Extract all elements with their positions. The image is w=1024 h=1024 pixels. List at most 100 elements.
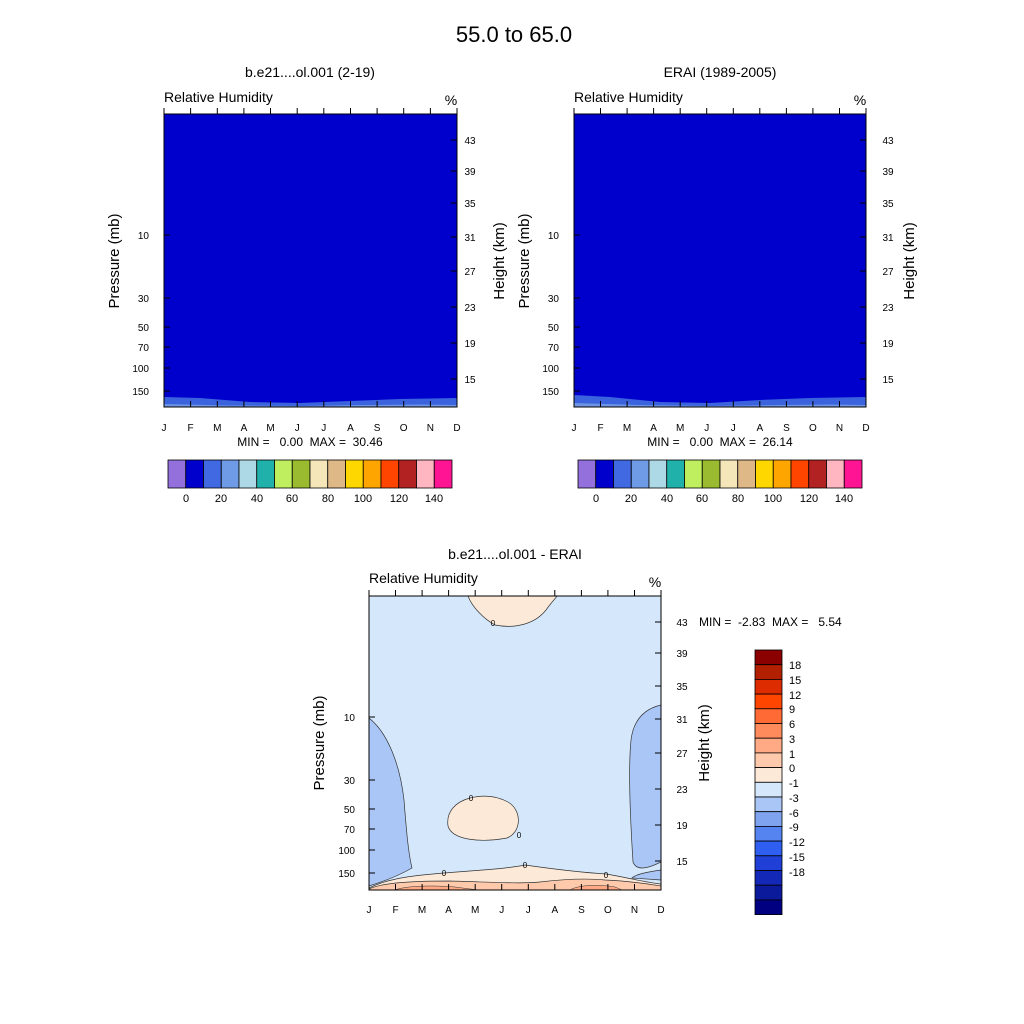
pressure-tick-label: 50 <box>344 805 356 816</box>
colorbar-swatch <box>754 767 783 783</box>
x-tick-label: D <box>453 423 460 434</box>
x-tick-label: A <box>445 905 452 916</box>
region-light-blue <box>369 596 661 890</box>
colorbar-label: 9 <box>789 704 795 716</box>
colorbar-label: 6 <box>789 719 795 731</box>
x-tick-label: S <box>783 423 790 434</box>
y-axis-label-left: Pressure (mb) <box>311 695 328 790</box>
colorbar-label: 18 <box>789 660 801 672</box>
colorbar-swatch <box>737 459 756 489</box>
height-tick-label: 35 <box>676 682 688 693</box>
x-tick-label: J <box>295 423 300 434</box>
colorbar-swatch <box>754 723 783 739</box>
colorbar-swatch <box>754 781 783 798</box>
contour-label: 0 <box>517 831 522 840</box>
height-tick-label: 31 <box>882 233 894 244</box>
y-axis-label-left: Pressure (mb) <box>516 213 533 308</box>
height-tick-label: 15 <box>882 375 894 386</box>
colorbar-label: 60 <box>696 493 708 505</box>
panel-erai: ERAI (1989-2005) Relative Humidity % J F… <box>516 64 918 505</box>
colorbar-swatch <box>256 459 275 489</box>
colorbar-swatch <box>754 678 783 695</box>
contour-label: 0 <box>491 619 496 628</box>
colorbar-swatch <box>701 459 721 489</box>
x-axis: J F M A M J J A S O N D <box>367 590 665 916</box>
colorbar-swatch <box>220 459 240 489</box>
pressure-tick-label: 150 <box>338 869 355 880</box>
y-axis-label-right: Height (km) <box>696 704 713 782</box>
x-tick-label: F <box>392 905 398 916</box>
colorbar-swatch <box>274 459 293 489</box>
region-blue-right-lower <box>631 869 661 881</box>
variable-label: Relative Humidity <box>574 89 683 105</box>
pressure-tick-label: 100 <box>132 364 149 375</box>
height-tick-label: 31 <box>464 233 476 244</box>
x-tick-label: M <box>471 905 479 916</box>
difference-field <box>369 596 661 890</box>
x-tick-label: S <box>578 905 585 916</box>
colorbar-swatch <box>754 825 783 842</box>
height-tick-label: 23 <box>676 785 688 796</box>
field-fill <box>574 114 866 407</box>
x-tick-label: N <box>631 905 638 916</box>
height-tick-label: 43 <box>676 618 688 629</box>
y-axis-label-right: Height (km) <box>491 222 508 300</box>
colorbar-swatch <box>754 840 783 857</box>
x-tick-label: J <box>367 905 372 916</box>
x-tick-label: D <box>862 423 869 434</box>
colorbar-label: 140 <box>425 493 443 505</box>
pressure-tick-label: 10 <box>138 231 150 242</box>
x-tick-label: M <box>418 905 426 916</box>
colorbar-label: -12 <box>789 837 805 849</box>
pressure-tick-label: 10 <box>344 713 356 724</box>
x-tick-label: J <box>499 905 504 916</box>
colorbar-swatches <box>754 649 783 915</box>
colorbar-swatch <box>613 459 632 489</box>
height-axis: 43 39 35 31 27 23 19 15 <box>860 136 894 386</box>
height-tick-label: 39 <box>464 167 476 178</box>
colorbar: 0 20 40 60 80 100 120 140 <box>167 459 453 505</box>
colorbar-label: -9 <box>789 822 799 834</box>
height-tick-label: 15 <box>676 857 688 868</box>
y-axis-label-left: Pressure (mb) <box>106 213 123 308</box>
height-tick-label: 27 <box>464 267 476 278</box>
panel-title: ERAI (1989-2005) <box>664 64 777 80</box>
colorbar-swatch <box>345 459 364 489</box>
colorbar-label: -18 <box>789 867 805 879</box>
colorbar-swatch <box>577 459 597 489</box>
height-tick-label: 23 <box>464 303 476 314</box>
colorbar-swatch <box>790 459 810 489</box>
contour-label: 0 <box>442 869 447 878</box>
colorbar-swatch <box>754 855 783 871</box>
x-tick-label: M <box>623 423 631 434</box>
bottom-band-lower <box>574 403 866 407</box>
pressure-tick-label: 100 <box>542 364 559 375</box>
region-blue-right <box>629 704 661 869</box>
x-tick-label: A <box>241 423 248 434</box>
colorbar-swatch <box>754 811 783 827</box>
colorbar-label: 0 <box>593 493 599 505</box>
units-label: % <box>854 92 866 108</box>
colorbar-swatch <box>754 664 783 680</box>
colorbar-swatch <box>843 459 863 489</box>
panel-model: b.e21....ol.001 (2-19) Relative Humidity… <box>106 64 508 505</box>
colorbar-label: 120 <box>390 493 408 505</box>
x-tick-label: D <box>657 905 664 916</box>
height-tick-label: 19 <box>882 339 894 350</box>
bottom-band <box>574 395 866 407</box>
colorbar-label: 140 <box>835 493 853 505</box>
colorbar-swatch <box>754 693 783 710</box>
x-tick-label: J <box>704 423 709 434</box>
height-tick-label: 31 <box>676 715 688 726</box>
colorbar-label: 1 <box>789 749 795 761</box>
region-peach-top <box>467 596 558 627</box>
colorbar-label: 40 <box>661 493 673 505</box>
colorbar-swatch <box>362 459 382 489</box>
x-tick-label: O <box>400 423 408 434</box>
colorbar-label: 80 <box>732 493 744 505</box>
colorbar: 18 15 12 9 6 3 1 0 -1 -3 -6 -9 -12 -15 -… <box>754 649 805 915</box>
x-tick-label: F <box>597 423 603 434</box>
colorbar-swatch <box>754 752 783 769</box>
plot-frame <box>368 595 662 891</box>
units-label: % <box>649 574 661 590</box>
